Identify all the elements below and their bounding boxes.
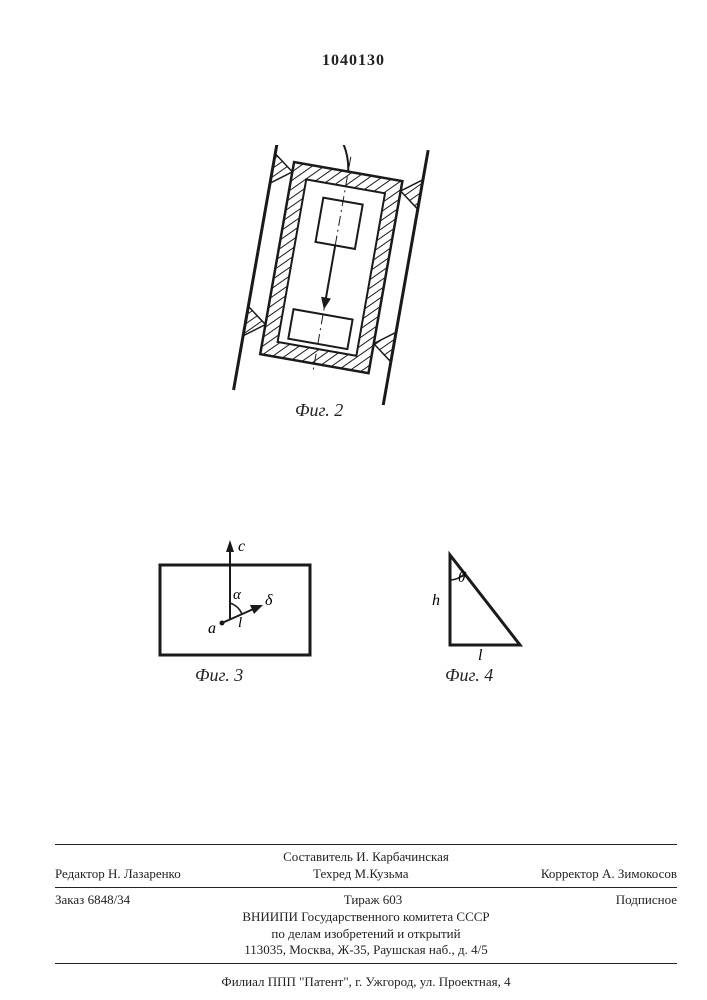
figure-2-svg — [200, 145, 460, 405]
corrector-cell: Корректор А. Зимокосов — [541, 866, 677, 883]
order-cell: Заказ 6848/34 — [55, 892, 130, 909]
figure-3: c a δ α l — [150, 535, 330, 665]
corrector-label: Корректор — [541, 866, 599, 881]
figure-2-caption: Фиг. 2 — [295, 400, 343, 421]
patent-page: 1040130 — [0, 0, 707, 1000]
credits-row: Редактор Н. Лазаренко Техред М.Кузьма Ко… — [55, 866, 677, 883]
tirazh-cell: Тираж 603 — [344, 892, 403, 909]
editor-name: Н. Лазаренко — [108, 866, 181, 881]
footer-rule-bottom — [55, 963, 677, 964]
fig3-label-b: δ — [265, 592, 273, 609]
footer-rule-mid — [55, 887, 677, 888]
fig3-label-alpha: α — [233, 587, 242, 603]
figure-4: h θ l — [420, 540, 550, 660]
techred-name: М.Кузьма — [355, 866, 409, 881]
compiler-name: И. Карбачинская — [356, 849, 449, 864]
techred-cell: Техред М.Кузьма — [313, 866, 409, 883]
tirazh-value: 603 — [383, 892, 403, 907]
figure-4-svg: h θ l — [420, 540, 550, 660]
fig4-label-l: l — [478, 647, 483, 660]
fig3-label-l: l — [238, 615, 242, 631]
tirazh-label: Тираж — [344, 892, 380, 907]
footer-block: Составитель И. Карбачинская Редактор Н. … — [55, 840, 677, 991]
figure-3-svg: c a δ α l — [150, 535, 330, 665]
subscription-cell: Подписное — [616, 892, 677, 909]
org-address: 113035, Москва, Ж-35, Раушская наб., д. … — [55, 942, 677, 959]
order-value: 6848/34 — [88, 892, 131, 907]
figure-4-caption: Фиг. 4 — [445, 665, 493, 686]
fig3-label-c: c — [238, 538, 245, 555]
org-line-2: по делам изобретений и открытий — [55, 926, 677, 943]
org-line-1: ВНИИПИ Государственного комитета СССР — [55, 909, 677, 926]
order-label: Заказ — [55, 892, 84, 907]
editor-label: Редактор — [55, 866, 105, 881]
corrector-name: А. Зимокосов — [602, 866, 677, 881]
figure-3-caption: Фиг. 3 — [195, 665, 243, 686]
patent-number: 1040130 — [0, 52, 707, 70]
fig4-label-theta: θ — [458, 570, 466, 586]
compiler-line: Составитель И. Карбачинская — [55, 849, 677, 866]
fig3-label-a: a — [208, 620, 216, 637]
editor-cell: Редактор Н. Лазаренко — [55, 866, 181, 883]
footer-rule-top — [55, 844, 677, 845]
fig4-label-h: h — [432, 592, 440, 609]
branch-line: Филиал ППП "Патент", г. Ужгород, ул. Про… — [55, 974, 677, 991]
print-row: Заказ 6848/34 Тираж 603 Подписное — [55, 892, 677, 909]
compiler-label: Составитель — [283, 849, 353, 864]
techred-label: Техред — [313, 866, 351, 881]
